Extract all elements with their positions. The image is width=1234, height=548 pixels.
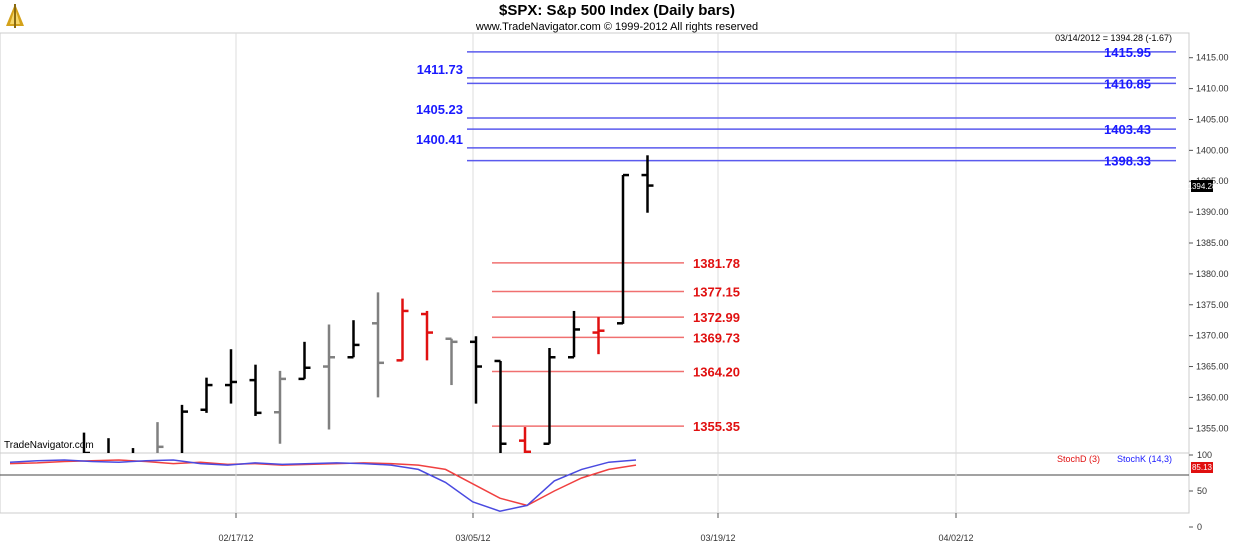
stoch-tick-label: 50 [1197, 486, 1207, 496]
price-bar [372, 292, 384, 398]
blue-level-label: 1410.85 [1104, 76, 1151, 91]
date-tick-label: 02/17/12 [218, 533, 253, 543]
blue-level-label: 1411.73 [417, 62, 463, 77]
price-tick-label: 1360.00 [1196, 392, 1229, 402]
stoch-value-label: 85.13 [1192, 463, 1213, 472]
price-tick-label: 1355.00 [1196, 423, 1229, 433]
blue-resistance-levels: 1415.95 1411.73 1410.85 1405.23 1403.43 1400.… [416, 45, 1176, 169]
blue-level-label: 1398.33 [1104, 154, 1151, 169]
watermark: TradeNavigator.com [4, 440, 94, 451]
date-tick-label: 03/05/12 [455, 533, 490, 543]
price-bar [494, 359, 507, 453]
price-bar [274, 370, 286, 444]
price-bar [470, 336, 482, 404]
red-level-label: 1381.78 [693, 256, 740, 271]
price-bar [543, 348, 556, 445]
price-bar [568, 310, 580, 359]
price-bar [445, 337, 458, 386]
blue-level-label: 1415.95 [1104, 45, 1151, 60]
price-bar [131, 448, 135, 453]
date-axis: 02/17/12 03/05/12 03/19/12 04/02/12 [218, 513, 974, 543]
blue-level-label: 1403.43 [1104, 122, 1151, 137]
stoch-tick-label: 0 [1197, 522, 1202, 532]
stoch-panel-frame [0, 452, 1190, 514]
price-bar [82, 432, 90, 453]
stochastic-lines [9, 459, 637, 512]
quote-readout: 03/14/2012 = 1394.28 (-1.67) [1055, 33, 1172, 43]
price-tick-label: 1400.00 [1196, 145, 1229, 155]
stoch-axis: 100 50 0 [1189, 450, 1212, 532]
copyright-text: www.TradeNavigator.com © 1999-2012 All r… [475, 21, 758, 33]
red-level-label: 1369.73 [693, 330, 740, 345]
stoch-d-line [9, 459, 637, 507]
trade-navigator-logo [4, 4, 26, 28]
price-bar [225, 349, 237, 404]
price-bar [323, 324, 335, 430]
price-tick-label: 1390.00 [1196, 207, 1229, 217]
date-gridlines [235, 33, 957, 513]
price-bar [592, 317, 605, 355]
price-tick-label: 1370.00 [1196, 331, 1229, 341]
stoch-k-legend: StochK (14,3) [1117, 454, 1172, 464]
stoch-k-line [9, 459, 637, 512]
price-bar [396, 298, 409, 362]
last-price-tag [1191, 180, 1213, 192]
red-level-label: 1364.20 [693, 364, 740, 379]
price-tick-label: 1410.00 [1196, 84, 1229, 94]
price-tick-label: 1415.00 [1196, 53, 1229, 63]
red-support-levels: 1381.78 1377.15 1372.99 1369.73 1364.20 1355.… [492, 256, 740, 434]
price-tick-label: 1385.00 [1196, 238, 1229, 248]
price-tick-label: 1405.00 [1196, 114, 1229, 124]
date-tick-label: 04/02/12 [938, 533, 973, 543]
price-tick-label: 1380.00 [1196, 269, 1229, 279]
price-panel-frame [0, 32, 1190, 454]
price-bar [249, 364, 262, 416]
stoch-tick-label: 100 [1197, 450, 1212, 460]
stoch-value-tag [1191, 462, 1213, 473]
last-price-label: 1394.28 [1188, 182, 1217, 191]
date-tick-label: 03/19/12 [700, 533, 735, 543]
blue-level-label: 1400.41 [416, 132, 463, 147]
price-axis: 1415.001410.001405.001400.001395.001390.… [1189, 53, 1229, 433]
red-level-label: 1355.35 [693, 419, 740, 434]
price-tick-label: 1365.00 [1196, 362, 1229, 372]
price-bar [347, 320, 360, 359]
red-level-label: 1377.15 [693, 284, 740, 299]
price-bar [519, 427, 531, 453]
price-bar [180, 404, 188, 453]
price-tick-label: 1375.00 [1196, 300, 1229, 310]
price-bar [107, 438, 110, 453]
price-bar [617, 173, 629, 325]
price-bar [200, 377, 213, 413]
red-level-label: 1372.99 [693, 310, 740, 325]
stoch-d-legend: StochD (3) [1057, 454, 1100, 464]
ohlc-bars [82, 155, 654, 453]
price-bar [421, 310, 433, 361]
blue-level-label: 1405.23 [416, 102, 463, 117]
price-bar [156, 422, 164, 453]
price-bar [298, 341, 311, 381]
chart-title: $SPX: S&p 500 Index (Daily bars) [499, 2, 735, 19]
price-bar [641, 155, 654, 213]
